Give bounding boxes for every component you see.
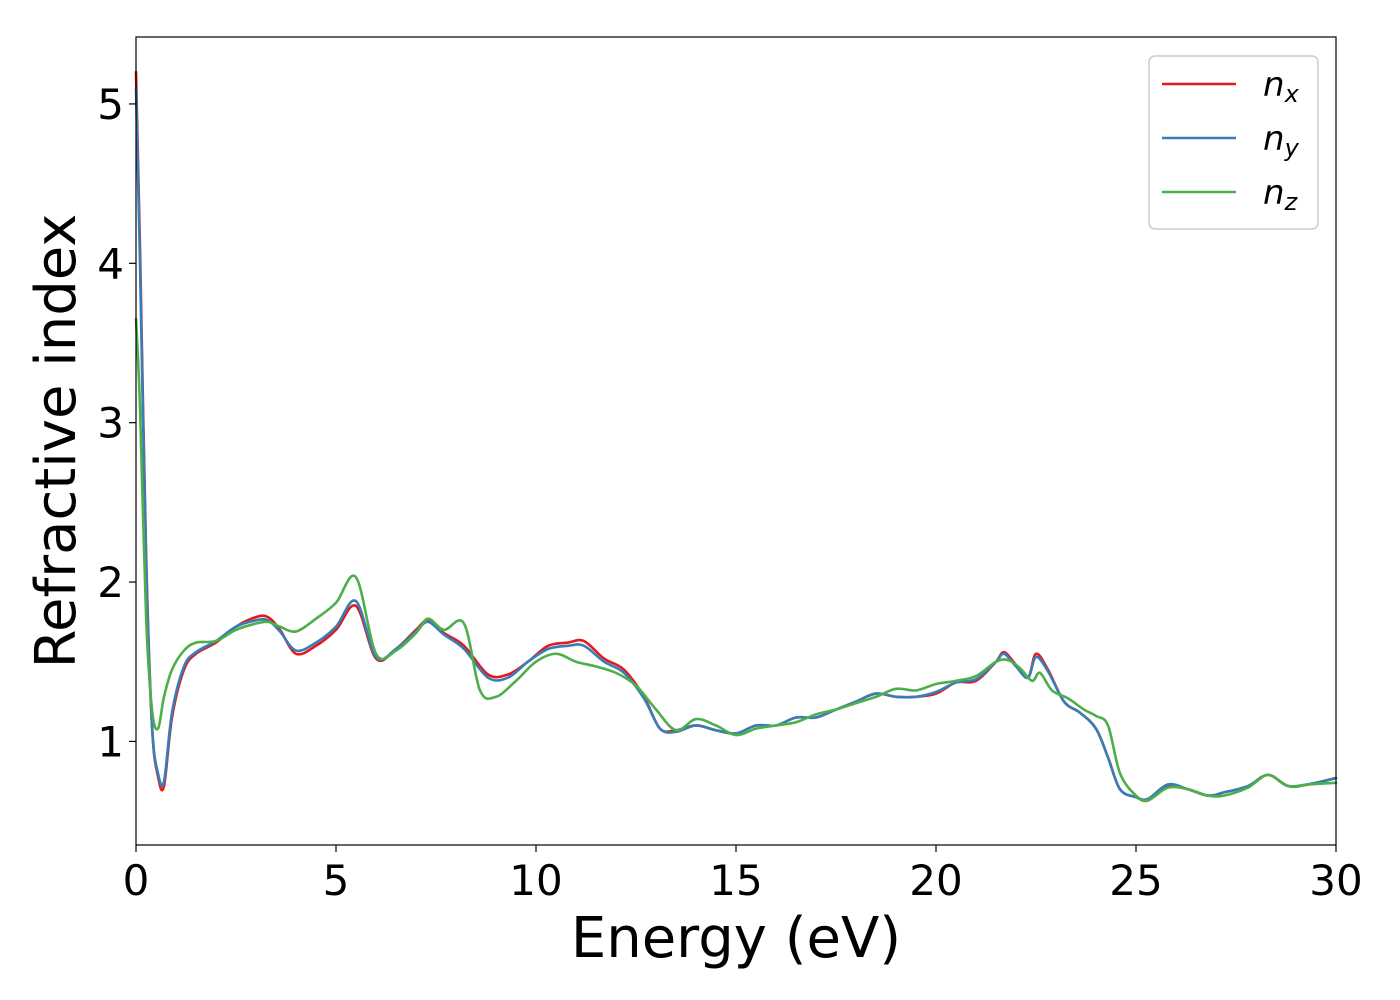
x-tick-label: 5 [323,856,350,905]
y-tick-label: 2 [97,558,124,607]
x-tick-label: 0 [123,856,150,905]
series-line-y [134,86,1338,801]
y-tick-label: 5 [97,80,124,129]
plot-area [136,37,1336,845]
legend-box [1148,55,1319,230]
x-tick-label: 15 [709,856,762,905]
x-tick-label: 10 [509,856,562,905]
series-line-z [134,317,1338,803]
y-tick-label: 4 [97,239,124,288]
legend-label-z: nz [1263,173,1299,216]
legend-label-x: nx [1263,65,1300,108]
y-tick-label: 1 [97,717,124,766]
x-axis-title: Energy (eV) [571,906,901,971]
x-tick-label: 30 [1309,856,1362,905]
y-tick-label: 3 [97,399,124,448]
y-axis-title: Refractive index [24,214,89,669]
legend: nx ny nz [1148,55,1319,230]
y-axis: 1 2 3 4 5 [97,80,136,766]
x-axis: 0 5 10 15 20 25 30 [123,845,1363,905]
x-tick-label: 20 [909,856,962,905]
legend-label-y: ny [1263,119,1300,162]
series-layer [134,70,1338,803]
x-tick-label: 25 [1109,856,1162,905]
